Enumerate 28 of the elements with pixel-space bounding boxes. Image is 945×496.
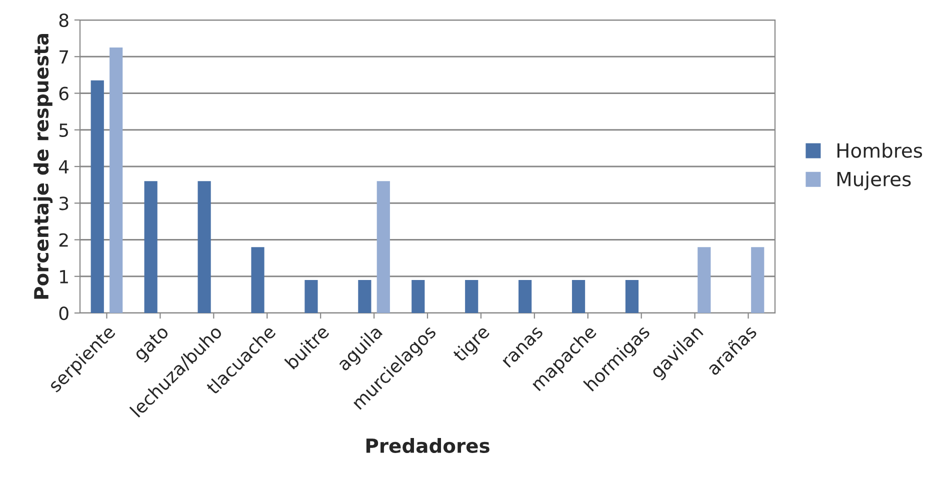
- bar: [625, 280, 639, 313]
- legend-label: Hombres: [837, 142, 922, 158]
- bar: [376, 181, 390, 313]
- bar: [518, 280, 532, 313]
- y-tick-label: 8: [59, 13, 68, 28]
- y-tick-label: 6: [59, 86, 68, 100]
- bar: [358, 280, 372, 313]
- y-tick-label: 0: [59, 306, 68, 320]
- bar: [110, 47, 123, 313]
- bar: [198, 181, 211, 313]
- bar: [465, 280, 478, 313]
- x-axis-title: Predadores: [366, 438, 490, 454]
- y-tick-label: 5: [59, 124, 68, 137]
- bar: [304, 280, 318, 313]
- bar: [572, 280, 586, 313]
- bar: [698, 247, 711, 313]
- bar: [751, 247, 764, 313]
- bar: [251, 247, 264, 313]
- y-tick-label: 4: [58, 160, 69, 174]
- y-tick-label: 1: [60, 270, 68, 284]
- bar: [90, 80, 104, 313]
- y-tick-label: 3: [59, 196, 68, 210]
- y-tick-label: 7: [60, 50, 68, 64]
- legend-label: Mujeres: [837, 171, 911, 190]
- bar: [144, 181, 158, 313]
- y-axis-title: Porcentaje de respuesta: [34, 34, 53, 299]
- bar: [412, 280, 425, 313]
- y-tick-label: 2: [59, 233, 68, 247]
